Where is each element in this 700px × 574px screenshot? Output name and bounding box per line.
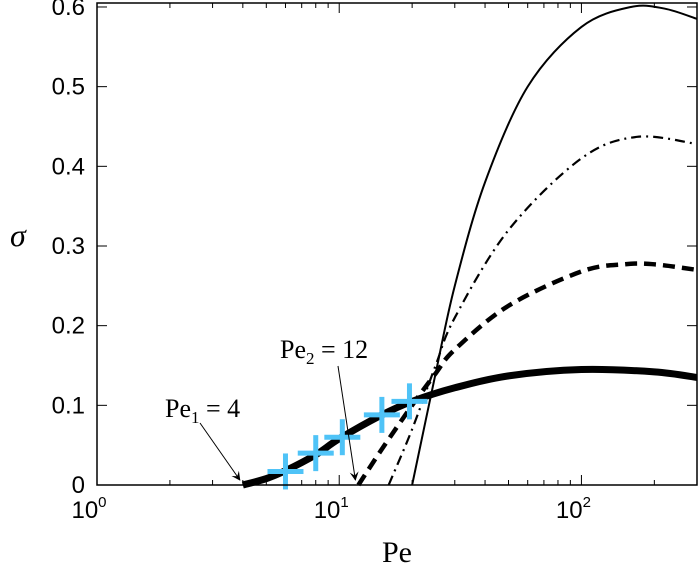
- x-tick-label: 101: [314, 494, 349, 524]
- plus-marker: [324, 419, 361, 456]
- annotation-label: Pe2 = 12: [280, 335, 368, 368]
- y-tick-label: 0.6: [52, 0, 85, 21]
- plus-marker: [297, 435, 334, 472]
- x-tick-label: 102: [556, 494, 591, 524]
- annotation-arrow: [337, 365, 359, 481]
- plus-marker: [363, 396, 400, 433]
- y-axis-label: σ: [10, 217, 27, 253]
- y-tick-label: 0.4: [52, 153, 85, 180]
- x-tick-label: 100: [71, 494, 106, 524]
- y-tick-label: 0.1: [52, 392, 85, 419]
- plus-marker: [391, 383, 428, 420]
- y-tick-label: 0.2: [52, 313, 85, 340]
- series-line-dash-dot: [387, 135, 698, 486]
- plus-marker: [267, 453, 304, 490]
- y-tick-label: 0.5: [52, 74, 85, 101]
- x-axis-label: Pe: [382, 536, 412, 569]
- annotation-arrow: [199, 422, 241, 481]
- annotation-label: Pe1 = 4: [165, 394, 240, 427]
- series-line-thick-solid: [241, 365, 698, 489]
- y-tick-label: 0: [72, 472, 85, 499]
- plot-frame: [96, 2, 698, 486]
- series-line-thin-solid: [411, 4, 698, 486]
- y-tick-label: 0.3: [52, 233, 85, 260]
